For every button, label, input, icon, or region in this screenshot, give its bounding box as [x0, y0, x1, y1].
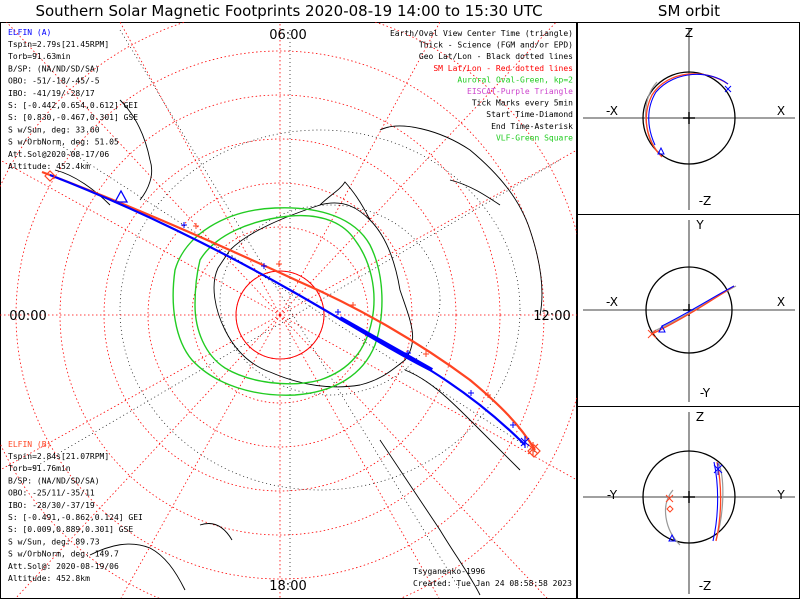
elfin-a-line: Att.Sol@2020-08-17/06 — [8, 150, 109, 159]
elfin-b-line: OBO: -25/11/-35/11 — [8, 489, 95, 498]
elfin-b-track — [41, 170, 536, 451]
elfin-b-title: ELFIN (B) — [8, 440, 51, 449]
orbit-xz-left: -X — [606, 104, 618, 118]
elfin-b-line: Tspin=2.84s[21.07RPM] — [8, 452, 109, 461]
elfin-b-line: S w/OrbNorm, deg: 149.7 — [8, 550, 119, 559]
mlt-label-right: 12:00 — [533, 309, 570, 324]
legend-item: EISCAT-Purple Triangle — [467, 87, 573, 96]
orbit-yz-right: Y — [776, 488, 785, 502]
elfin-a-ticks — [181, 222, 516, 428]
orbit-xz-right: X — [777, 104, 785, 118]
elfin-b-line: IBO: -28/30/-37/19 — [8, 501, 95, 510]
orbit-panel-yz: Z -Z -Y Y — [583, 410, 795, 594]
legend: Earth/Oval View Center Time (triangle) Th… — [390, 29, 573, 142]
orbit-xy-bottom: -Y — [700, 386, 711, 400]
elfin-a-line: IBO: -41/19/-28/17 — [8, 89, 95, 98]
elfin-a-line: S: [-0.442,0.654,0.612] GEI — [8, 101, 138, 110]
elfin-a-line: Tspin=2.79s[21.45RPM] — [8, 40, 109, 49]
elfin-b-end-diamond — [527, 444, 541, 458]
orbit-xz-bottom: -Z — [699, 194, 712, 208]
created-date: Created: Tue Jan 24 08:58:58 2023 — [413, 579, 572, 588]
mlt-label-top: 06:00 — [269, 28, 306, 43]
coastlines — [54, 99, 543, 596]
legend-item: Start Time-Diamond — [486, 110, 573, 119]
elfin-b-info: ELFIN (B) Tspin=2.84s[21.07RPM] Torb=91.7… — [8, 440, 143, 583]
elfin-b-end-asterisk — [527, 442, 539, 456]
elfin-a-line: Altitude: 452.4km — [8, 162, 90, 171]
orbit-yz-bottom: -Z — [699, 579, 712, 593]
elfin-b-line: S: [-0.491,-0.862,0.124] GEI — [8, 513, 143, 522]
elfin-b-line: Att.Sol@: 2020-08-19/06 — [8, 562, 119, 571]
orbit-yz-top: Z — [696, 410, 704, 424]
orbit-panel-xz: Z -Z -X X — [583, 26, 795, 210]
mlt-label-bottom: 18:00 — [269, 579, 306, 594]
orbit-panel-xy: Y -Y -X X — [583, 218, 795, 402]
elfin-a-end-asterisk — [520, 436, 530, 448]
chart-title: Southern Solar Magnetic Footprints 2020-… — [35, 2, 543, 20]
elfin-a-line: B/SP: (NA/ND/SD/SA) — [8, 64, 100, 73]
elfin-a-line: S w/Sun, deg: 33.60 — [8, 125, 100, 134]
elfin-b-line: Altitude: 452.8km — [8, 574, 90, 583]
legend-item: End Time-Asterisk — [491, 122, 573, 131]
legend-item: Earth/Oval View Center Time (triangle) — [390, 29, 573, 38]
elfin-b-line: S w/Sun, deg: 89.73 — [8, 537, 100, 546]
elfin-a-info: ELFIN (A) Tspin=2.79s[21.45RPM] Torb=91.6… — [8, 28, 138, 171]
geo-grid — [29, 29, 561, 591]
legend-item: VLF-Green Square — [496, 133, 573, 142]
elfin-b-ticks — [193, 223, 491, 398]
elfin-b-line: B/SP: (NA/ND/SD/SA) — [8, 476, 100, 485]
orbit-xy-left: -X — [606, 295, 618, 309]
orbit-xz-top: Z — [685, 26, 693, 40]
orbit-yz-left: -Y — [607, 488, 618, 502]
orbit-title: SM orbit — [657, 2, 721, 20]
legend-item: Geo Lat/Lon - Black dotted lines — [419, 52, 573, 61]
orbit-xy-top: Y — [695, 218, 704, 232]
elfin-a-line: S: [0.830,-0.467,0.301] GSE — [8, 113, 138, 122]
elfin-a-science-segment — [339, 316, 433, 372]
elfin-a-line: Torb=91.63min — [8, 52, 71, 61]
elfin-b-start-diamond — [44, 170, 56, 182]
elfin-a-view-triangle — [113, 189, 129, 203]
elfin-a-line: S w/OrbNorm, deg: 51.05 — [8, 138, 119, 147]
legend-item: Tick Marks every 5min — [472, 99, 573, 108]
legend-item: Thick - Science (FGM and/or EPD) — [419, 41, 573, 50]
elfin-a-line: OBO: -51/-18/-45/-5 — [8, 77, 100, 86]
mlt-label-left: 00:00 — [9, 309, 46, 324]
model-credit: Tsyganenko-1996 — [413, 567, 485, 576]
orbit-xy-right: X — [777, 295, 785, 309]
legend-item: Auroral Oval-Green, kp=2 — [457, 75, 573, 84]
sm-lat-80-circle — [235, 270, 325, 360]
elfin-a-title: ELFIN (A) — [8, 28, 51, 37]
elfin-b-line: Torb=91.76min — [8, 464, 71, 473]
elfin-a-track — [49, 173, 526, 446]
elfin-b-line: S: [0.009,0.889,0.301] GSE — [8, 525, 133, 534]
legend-item: SM Lat/Lon - Red dotted lines — [433, 64, 573, 73]
auroral-oval — [172, 207, 383, 396]
map-frame — [0, 22, 577, 599]
